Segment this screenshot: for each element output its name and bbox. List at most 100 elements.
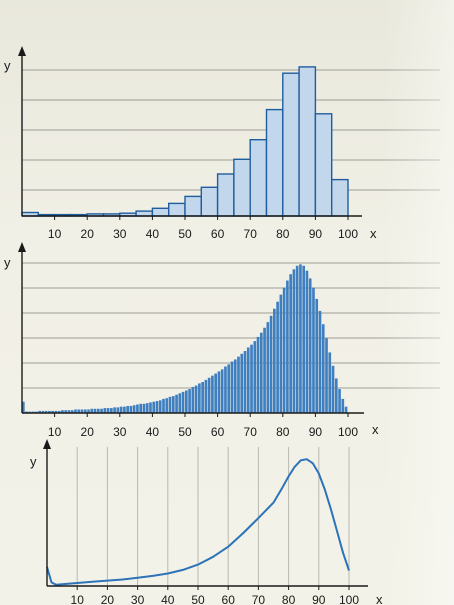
bar bbox=[162, 398, 165, 413]
bar bbox=[308, 278, 312, 413]
x-tick-label: 20 bbox=[81, 227, 95, 241]
x-tick-label: 10 bbox=[48, 227, 62, 241]
chart-2 bbox=[18, 242, 440, 417]
bar bbox=[230, 361, 234, 413]
bar bbox=[194, 385, 198, 413]
bar bbox=[149, 402, 152, 413]
bar bbox=[103, 408, 107, 413]
bar bbox=[200, 186, 219, 217]
bar bbox=[331, 365, 335, 413]
bar bbox=[119, 406, 123, 413]
bar bbox=[178, 393, 182, 413]
bar bbox=[253, 341, 257, 413]
bar bbox=[57, 410, 61, 413]
y-axis-label: y bbox=[4, 58, 11, 73]
bar bbox=[64, 410, 68, 413]
chart-3 bbox=[43, 439, 368, 590]
bar bbox=[201, 382, 204, 413]
x-tick-label: 70 bbox=[244, 425, 258, 439]
bar bbox=[204, 379, 208, 413]
bar bbox=[145, 403, 149, 413]
bar bbox=[70, 410, 74, 413]
x-tick-label: 60 bbox=[211, 227, 225, 241]
bar bbox=[185, 390, 188, 413]
bar bbox=[276, 301, 279, 413]
bar bbox=[110, 408, 113, 413]
bar bbox=[116, 407, 120, 413]
bar bbox=[220, 369, 224, 413]
bar bbox=[321, 324, 325, 413]
bar bbox=[90, 408, 94, 413]
bar bbox=[341, 398, 345, 413]
bar bbox=[334, 378, 338, 413]
bar bbox=[298, 66, 317, 217]
bar bbox=[38, 410, 41, 413]
bar bbox=[315, 298, 319, 413]
bar bbox=[41, 410, 45, 413]
bar bbox=[305, 270, 309, 413]
bar bbox=[188, 389, 191, 413]
bar bbox=[83, 409, 87, 413]
x-tick-label: 100 bbox=[338, 227, 358, 241]
x-axis-label: x bbox=[372, 422, 379, 437]
bar bbox=[246, 347, 250, 413]
bar bbox=[96, 408, 100, 413]
bar bbox=[181, 391, 185, 413]
bar bbox=[224, 366, 227, 413]
x-axis-label: x bbox=[370, 226, 377, 241]
x-tick-label: 80 bbox=[276, 227, 290, 241]
x-tick-label: 10 bbox=[48, 425, 62, 439]
bar bbox=[217, 371, 221, 413]
bar bbox=[233, 359, 237, 413]
bar bbox=[191, 386, 195, 413]
bar bbox=[25, 411, 28, 413]
bar bbox=[216, 173, 235, 217]
bar bbox=[227, 364, 231, 413]
bar bbox=[198, 383, 201, 413]
bar bbox=[135, 210, 154, 217]
bar bbox=[136, 404, 139, 413]
bar bbox=[302, 265, 306, 413]
bar bbox=[273, 308, 276, 413]
x-tick-label: 40 bbox=[146, 227, 160, 241]
chart-1 bbox=[18, 46, 440, 220]
bar bbox=[93, 408, 97, 413]
bar bbox=[74, 409, 77, 413]
bar bbox=[126, 405, 129, 413]
bar bbox=[165, 398, 169, 413]
bar bbox=[256, 336, 260, 413]
y-axis-label: y bbox=[4, 255, 11, 270]
y-axis-arrow bbox=[43, 439, 51, 449]
bar bbox=[314, 113, 333, 217]
bar bbox=[282, 287, 286, 413]
bar bbox=[106, 408, 110, 413]
x-tick-label: 90 bbox=[309, 425, 323, 439]
bar bbox=[344, 406, 348, 413]
x-tick-label: 20 bbox=[101, 593, 115, 605]
bar bbox=[151, 207, 170, 217]
x-tick-label: 20 bbox=[81, 425, 95, 439]
bar bbox=[266, 322, 270, 413]
bar bbox=[167, 202, 186, 217]
bar bbox=[51, 410, 54, 413]
bar bbox=[265, 108, 284, 217]
bar bbox=[100, 408, 103, 413]
x-tick-label: 90 bbox=[312, 593, 326, 605]
bar bbox=[214, 373, 217, 413]
x-tick-label: 90 bbox=[309, 227, 323, 241]
x-tick-label: 80 bbox=[276, 425, 290, 439]
bar bbox=[312, 287, 315, 413]
x-tick-label: 30 bbox=[113, 227, 127, 241]
x-tick-label: 70 bbox=[244, 227, 258, 241]
bar bbox=[331, 178, 349, 217]
x-tick-label: 40 bbox=[161, 593, 175, 605]
bar bbox=[250, 344, 253, 413]
bar bbox=[318, 310, 322, 413]
x-tick-label: 60 bbox=[222, 593, 236, 605]
bar bbox=[132, 405, 136, 413]
bar bbox=[22, 401, 25, 413]
x-tick-label: 40 bbox=[146, 425, 160, 439]
bar bbox=[87, 409, 90, 413]
bar bbox=[325, 338, 328, 413]
